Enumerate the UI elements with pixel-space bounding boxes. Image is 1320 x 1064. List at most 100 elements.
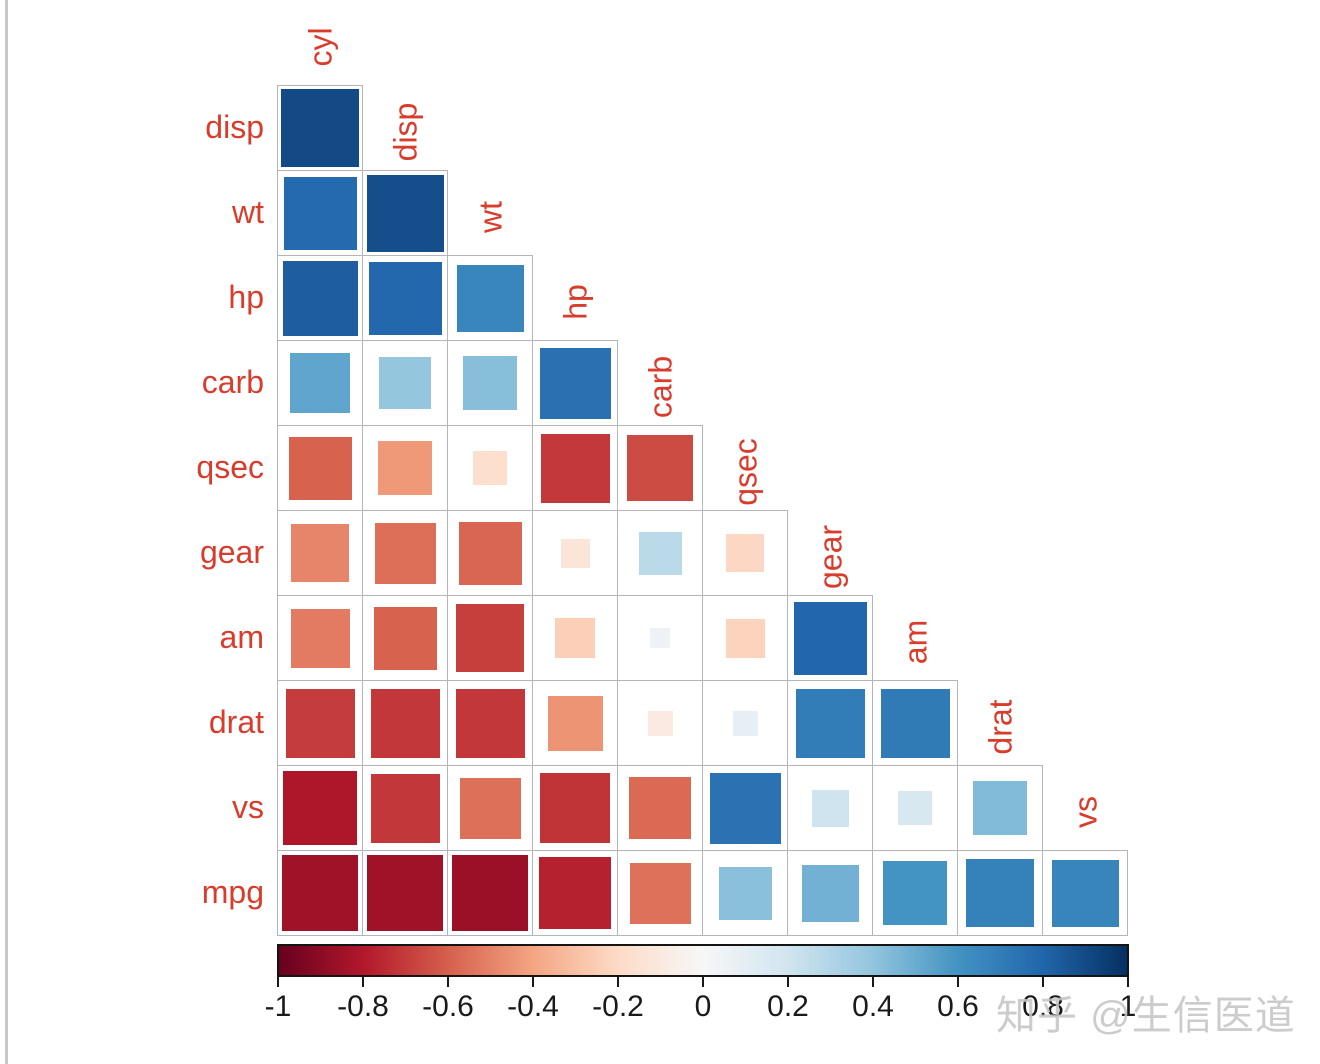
- row-label-mpg: mpg: [201, 874, 264, 910]
- corr-square: [458, 521, 522, 585]
- corr-cell-gear-qsec: [702, 510, 788, 596]
- corr-square: [374, 522, 436, 584]
- corr-square: [629, 862, 691, 924]
- corr-cell-disp-cyl: [277, 85, 363, 171]
- corr-square: [283, 771, 357, 845]
- corr-cell-am-carb: [617, 595, 703, 681]
- corr-square: [726, 534, 764, 572]
- diag-label-hp: hp: [557, 283, 593, 320]
- corr-square: [1051, 859, 1119, 927]
- corr-square: [282, 260, 358, 336]
- corr-square: [281, 89, 359, 167]
- corr-cell-am-disp: [362, 595, 448, 681]
- corr-cell-am-wt: [447, 595, 533, 681]
- corr-cell-mpg-am: [872, 850, 958, 936]
- corr-square: [366, 174, 444, 252]
- colorbar-tick: [1127, 977, 1129, 987]
- colorbar-tick: [617, 977, 619, 987]
- corr-square: [456, 604, 524, 672]
- corr-square: [555, 618, 595, 658]
- colorbar-tick: [957, 977, 959, 987]
- corr-cell-carb-disp: [362, 340, 448, 426]
- colorbar-tick: [1042, 977, 1044, 987]
- corr-square: [282, 855, 358, 931]
- corr-square: [725, 618, 765, 658]
- corr-cell-drat-carb: [617, 680, 703, 766]
- corr-cell-am-cyl: [277, 595, 363, 681]
- diag-label-cyl: cyl: [302, 26, 338, 67]
- colorbar-tick: [532, 977, 534, 987]
- corr-cell-drat-gear: [787, 680, 873, 766]
- corr-cell-am-gear: [787, 595, 873, 681]
- corr-cell-mpg-disp: [362, 850, 448, 936]
- row-label-disp: disp: [205, 109, 264, 145]
- corr-cell-gear-hp: [532, 510, 618, 596]
- corr-square: [373, 606, 437, 670]
- colorbar: [277, 944, 1129, 977]
- corr-square: [290, 353, 350, 413]
- corr-square: [709, 772, 781, 844]
- corr-square: [288, 436, 352, 500]
- corr-square: [455, 688, 525, 758]
- corr-square: [283, 176, 357, 250]
- corr-square: [463, 356, 517, 410]
- colorbar-tick: [702, 977, 704, 987]
- corr-cell-hp-cyl: [277, 255, 363, 341]
- corr-square: [285, 688, 355, 758]
- corr-square: [966, 859, 1034, 927]
- colorbar-tick-label: 0.2: [767, 990, 809, 1023]
- corr-square: [627, 435, 693, 501]
- corr-square: [560, 538, 590, 568]
- colorbar-tick-label: -0.6: [422, 990, 474, 1023]
- colorbar-tick-label: -0.4: [507, 990, 559, 1023]
- corr-cell-qsec-disp: [362, 425, 448, 511]
- corr-cell-am-qsec: [702, 595, 788, 681]
- colorbar-tick: [362, 977, 364, 987]
- colorbar-tick-label: 0.6: [937, 990, 979, 1023]
- corr-cell-qsec-wt: [447, 425, 533, 511]
- corr-square: [811, 789, 849, 827]
- corr-square: [540, 433, 610, 503]
- corr-cell-carb-cyl: [277, 340, 363, 426]
- corr-cell-mpg-vs: [1042, 850, 1128, 936]
- diag-label-disp: disp: [387, 102, 423, 161]
- corr-cell-carb-wt: [447, 340, 533, 426]
- corr-cell-drat-am: [872, 680, 958, 766]
- corr-cell-mpg-qsec: [702, 850, 788, 936]
- corr-square: [368, 261, 442, 335]
- corr-cell-drat-wt: [447, 680, 533, 766]
- row-label-drat: drat: [208, 704, 264, 740]
- corr-square: [459, 777, 521, 839]
- row-label-gear: gear: [199, 534, 264, 570]
- corr-square: [456, 264, 524, 332]
- row-label-wt: wt: [232, 194, 264, 230]
- corr-square: [801, 864, 859, 922]
- corr-square: [370, 773, 440, 843]
- corr-square: [647, 710, 673, 736]
- corr-cell-hp-disp: [362, 255, 448, 341]
- corr-cell-wt-disp: [362, 170, 448, 256]
- corr-cell-drat-disp: [362, 680, 448, 766]
- colorbar-tick-label: 1: [1119, 990, 1137, 1023]
- corr-square: [540, 773, 610, 843]
- corr-cell-qsec-hp: [532, 425, 618, 511]
- corr-cell-mpg-gear: [787, 850, 873, 936]
- corr-cell-drat-hp: [532, 680, 618, 766]
- corr-square: [539, 857, 611, 929]
- corr-cell-vs-carb: [617, 765, 703, 851]
- corr-cell-vs-disp: [362, 765, 448, 851]
- corr-cell-vs-am: [872, 765, 958, 851]
- corr-cell-gear-cyl: [277, 510, 363, 596]
- corr-square: [638, 531, 682, 575]
- corr-square: [880, 688, 950, 758]
- diag-label-gear: gear: [812, 524, 848, 589]
- corr-cell-mpg-wt: [447, 850, 533, 936]
- corr-cell-gear-carb: [617, 510, 703, 596]
- colorbar-tick: [787, 977, 789, 987]
- colorbar-tick-label: 0.8: [1022, 990, 1064, 1023]
- diag-label-vs: vs: [1067, 795, 1103, 828]
- corr-cell-vs-cyl: [277, 765, 363, 851]
- corr-cell-mpg-drat: [957, 850, 1043, 936]
- corr-cell-mpg-cyl: [277, 850, 363, 936]
